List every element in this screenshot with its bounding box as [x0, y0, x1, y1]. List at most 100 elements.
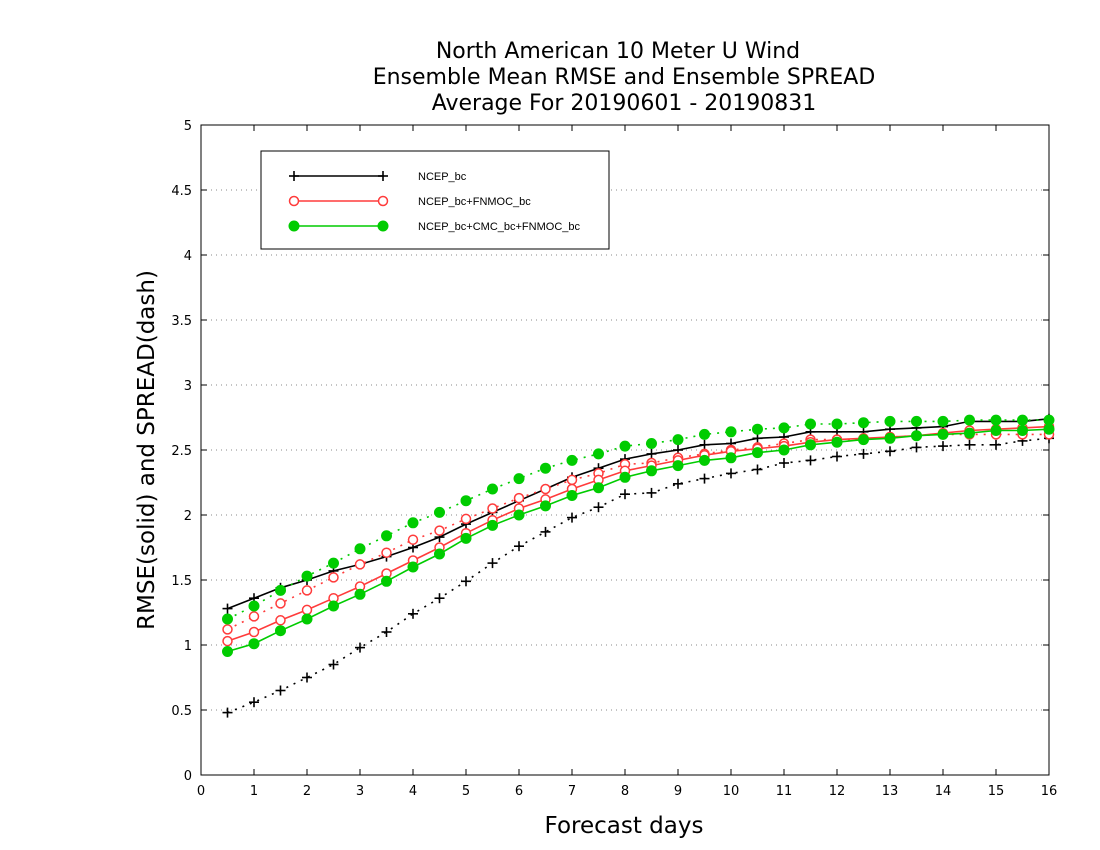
data-point [407, 517, 419, 529]
data-point [377, 220, 389, 232]
data-point [381, 547, 392, 558]
data-point [248, 600, 260, 612]
data-point [354, 559, 366, 570]
x-tick-label: 14 [935, 784, 952, 799]
data-point [487, 483, 498, 495]
data-point [249, 697, 259, 708]
y-tick-label: 0 [184, 769, 192, 784]
x-tick-label: 5 [462, 784, 470, 799]
x-axis-label: Forecast days [545, 813, 704, 839]
x-tick-label: 3 [356, 784, 364, 799]
y-tick-label: 0.5 [171, 704, 192, 719]
data-point [301, 585, 313, 596]
x-tick-label: 6 [515, 784, 523, 799]
data-point [460, 532, 472, 544]
data-point [301, 613, 313, 625]
legend-box [260, 150, 610, 250]
data-point [540, 483, 551, 495]
data-point [328, 659, 339, 670]
data-point [699, 473, 710, 484]
data-point [434, 525, 445, 536]
data-point [805, 455, 816, 466]
data-point [540, 462, 551, 474]
data-point [858, 434, 869, 446]
data-point [377, 195, 389, 207]
data-point [434, 506, 445, 518]
data-point [275, 598, 286, 609]
data-point [222, 646, 233, 657]
legend: NCEP_bc NCEP_bc+FNMOC_bc NCEP_bc+CMC_bc+FN… [260, 150, 610, 250]
y-tick-label: 2.5 [171, 444, 192, 459]
data-point [1017, 425, 1028, 436]
y-axis-label: RMSE(solid) and SPREAD(dash) [134, 270, 160, 630]
x-tick-label: 10 [723, 784, 740, 799]
data-point [990, 425, 1002, 436]
legend-item: NCEP_bc+CMC_bc+FNMOC_bc [288, 220, 580, 233]
data-point [378, 171, 388, 181]
data-point [699, 439, 710, 450]
data-point [222, 603, 233, 614]
data-point [566, 474, 578, 486]
data-point [593, 502, 604, 513]
data-point [301, 570, 313, 582]
data-point [222, 613, 233, 625]
x-tick-label: 13 [882, 784, 899, 799]
data-point [513, 509, 525, 521]
data-point [805, 418, 816, 430]
data-point [593, 482, 604, 494]
data-point [1017, 414, 1028, 426]
data-point [646, 465, 657, 477]
data-point [328, 572, 339, 583]
data-point [354, 588, 366, 600]
chart-title: North American 10 Meter U Wind Ensemble … [373, 39, 876, 116]
data-point [752, 464, 763, 475]
series-1-spread-line [227, 437, 1050, 714]
data-point [831, 418, 843, 430]
data-point [514, 541, 524, 552]
data-point [566, 454, 578, 466]
data-point [354, 543, 366, 555]
data-point [672, 434, 684, 446]
data-point [381, 627, 392, 637]
data-point [222, 624, 233, 635]
data-point [288, 195, 300, 207]
data-point [964, 427, 975, 439]
data-point [619, 440, 631, 452]
data-point [646, 448, 657, 459]
data-point [487, 558, 498, 569]
data-point [288, 220, 300, 232]
data-point [513, 492, 525, 504]
data-point [434, 593, 445, 604]
x-tick-label: 2 [303, 784, 311, 799]
x-tick-label: 11 [776, 784, 793, 799]
data-point [990, 414, 1002, 426]
data-point [964, 439, 975, 450]
data-point [672, 460, 684, 472]
y-tick-label: 5 [184, 119, 192, 134]
data-point [620, 489, 630, 500]
data-point [725, 426, 737, 438]
data-point [381, 575, 392, 587]
data-point [673, 478, 683, 489]
data-point [593, 448, 604, 460]
data-point [646, 438, 657, 449]
data-point [328, 557, 339, 569]
y-tick-label: 1 [184, 639, 192, 654]
x-tick-label: 15 [988, 784, 1005, 799]
data-point [937, 415, 949, 427]
series-3-spread-line [227, 419, 1049, 620]
data-point [752, 447, 763, 459]
data-point [938, 441, 948, 452]
data-point [699, 454, 710, 466]
data-point [884, 432, 896, 444]
data-point [567, 512, 577, 523]
data-point [275, 625, 286, 637]
data-point [1043, 423, 1055, 435]
data-point [805, 439, 816, 451]
legend-label: NCEP_bc+CMC_bc+FNMOC_bc [418, 221, 580, 233]
data-point [222, 707, 233, 718]
x-tick-label: 1 [250, 784, 258, 799]
data-point [434, 548, 445, 560]
data-point [540, 526, 551, 537]
data-point [778, 444, 790, 456]
